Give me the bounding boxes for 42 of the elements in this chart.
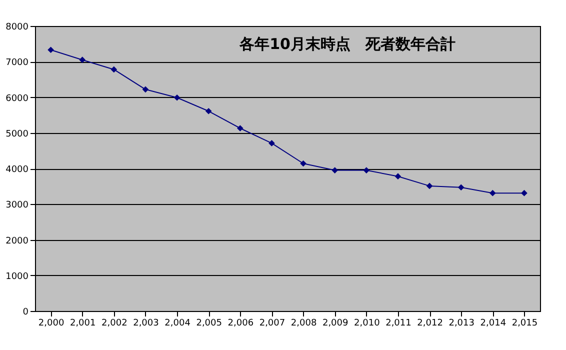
x-tick-label: 2,000 bbox=[38, 318, 64, 328]
x-tick-label: 2,002 bbox=[102, 318, 128, 328]
x-tick-label: 2,009 bbox=[322, 318, 348, 328]
point bbox=[458, 184, 464, 191]
y-tick-label: 2000 bbox=[6, 236, 29, 246]
point bbox=[110, 66, 118, 73]
point bbox=[48, 46, 54, 54]
y-tick-label: 8000 bbox=[6, 22, 29, 32]
point bbox=[79, 56, 86, 64]
point bbox=[300, 160, 306, 167]
y-tick-label: 7000 bbox=[6, 58, 29, 68]
x-tick-label: 2,006 bbox=[228, 318, 254, 328]
y-tick-label: 4000 bbox=[6, 165, 29, 175]
point bbox=[236, 125, 244, 132]
y-tick-label: 0 bbox=[22, 308, 29, 318]
x-tick-label: 2,001 bbox=[70, 318, 96, 328]
y-tick-label: 5000 bbox=[6, 129, 29, 140]
point bbox=[205, 108, 212, 114]
point bbox=[268, 140, 275, 146]
x-tick-label: 2,007 bbox=[259, 318, 286, 328]
point bbox=[426, 182, 433, 190]
point bbox=[142, 86, 149, 93]
y-tick-label: 3000 bbox=[6, 200, 29, 211]
x-tick-label: 2,003 bbox=[133, 318, 159, 328]
x-tick-label: 2,010 bbox=[354, 318, 380, 328]
x-tick-label: 2,005 bbox=[196, 318, 222, 328]
text: 各年10月末時点 死者数年合計 bbox=[238, 35, 456, 53]
x-tick-label: 2,014 bbox=[480, 318, 506, 328]
point bbox=[363, 167, 370, 174]
y-tick-label: 1000 bbox=[6, 272, 29, 282]
point bbox=[521, 190, 528, 196]
x-tick-label: 2,015 bbox=[512, 318, 538, 328]
x-tick-label: 2,004 bbox=[164, 318, 191, 328]
point bbox=[332, 167, 338, 174]
point bbox=[174, 94, 180, 101]
point bbox=[489, 190, 496, 196]
y-tick-label: 6000 bbox=[6, 94, 29, 104]
x-tick-label: 2,012 bbox=[417, 318, 443, 328]
x-tick-label: 2,013 bbox=[448, 318, 474, 328]
x-tick-label: 2,008 bbox=[290, 318, 317, 328]
point bbox=[394, 173, 402, 180]
x-tick-label: 2,011 bbox=[386, 318, 412, 328]
